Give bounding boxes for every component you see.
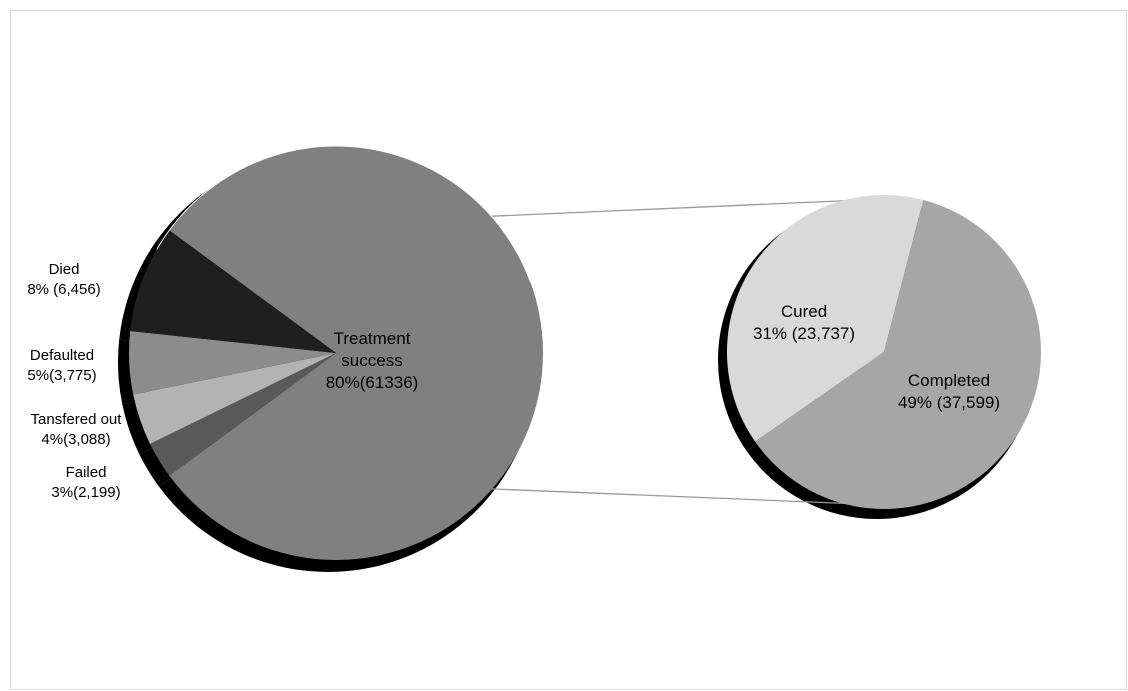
data-label-completed-line-1: Completed xyxy=(908,371,990,390)
data-label-cured-line-2: 31% (23,737) xyxy=(753,324,855,343)
main-pie-slice-transferred-out xyxy=(133,353,336,444)
main-pie-slice-defaulted xyxy=(128,330,336,395)
data-label-failed-line-2: 3%(2,199) xyxy=(51,484,120,501)
data-label-died-line-2: 8% (6,456) xyxy=(27,281,100,298)
data-label-treatment-success-line-2: success xyxy=(341,351,402,370)
main-pie-slice-failed xyxy=(150,353,336,476)
main-pie-slice-treatment-success xyxy=(169,146,543,560)
secondary-pie-slice-completed xyxy=(755,200,1041,509)
data-label-completed-line-2: 49% (37,599) xyxy=(898,393,1000,412)
data-label-defaulted-line-1: Defaulted xyxy=(30,347,94,364)
data-label-transferred-out-line-2: 4%(3,088) xyxy=(41,431,110,448)
data-label-treatment-success-line-1: Treatment xyxy=(334,329,411,348)
data-label-died-line-1: Died xyxy=(49,261,80,278)
main-pie-slice-died xyxy=(130,230,336,353)
data-label-defaulted-line-2: 5%(3,775) xyxy=(27,367,96,384)
data-label-treatment-success-line-3: 80%(61336) xyxy=(326,373,419,392)
data-label-transferred-out-line-1: Tansfered out xyxy=(31,411,123,428)
main-pie-rim xyxy=(156,145,531,283)
data-label-failed-line-1: Failed xyxy=(66,464,107,481)
data-label-cured-line-1: Cured xyxy=(781,302,827,321)
secondary-pie-slice-cured xyxy=(726,194,924,442)
